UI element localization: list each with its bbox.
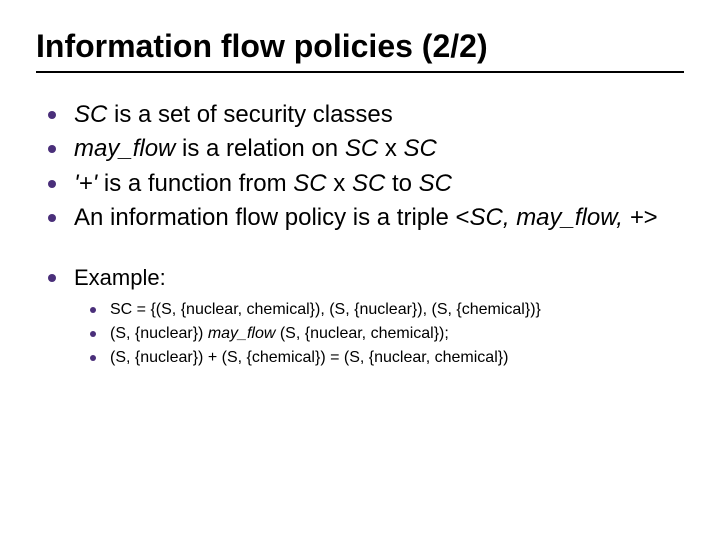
example-label: Example: SC = {(S, {nuclear, chemical}),… [42,263,684,371]
slide-title: Information flow policies (2/2) [36,28,684,73]
example-item: (S, {nuclear}) may_flow (S, {nuclear, ch… [84,322,684,346]
bullet-item: An information flow policy is a triple <… [42,202,684,234]
example-item: (S, {nuclear}) + (S, {chemical}) = (S, {… [84,346,684,370]
bullet-item: SC is a set of security classes [42,99,684,131]
bullet-item: may_flow is a relation on SC x SC [42,133,684,165]
main-bullet-list: SC is a set of security classes may_flow… [42,99,684,235]
example-label-text: Example: [74,265,166,290]
example-sub-list: SC = {(S, {nuclear, chemical}), (S, {nuc… [84,298,684,370]
example-item: SC = {(S, {nuclear, chemical}), (S, {nuc… [84,298,684,322]
example-section: Example: SC = {(S, {nuclear, chemical}),… [42,263,684,371]
bullet-item: '+' is a function from SC x SC to SC [42,168,684,200]
